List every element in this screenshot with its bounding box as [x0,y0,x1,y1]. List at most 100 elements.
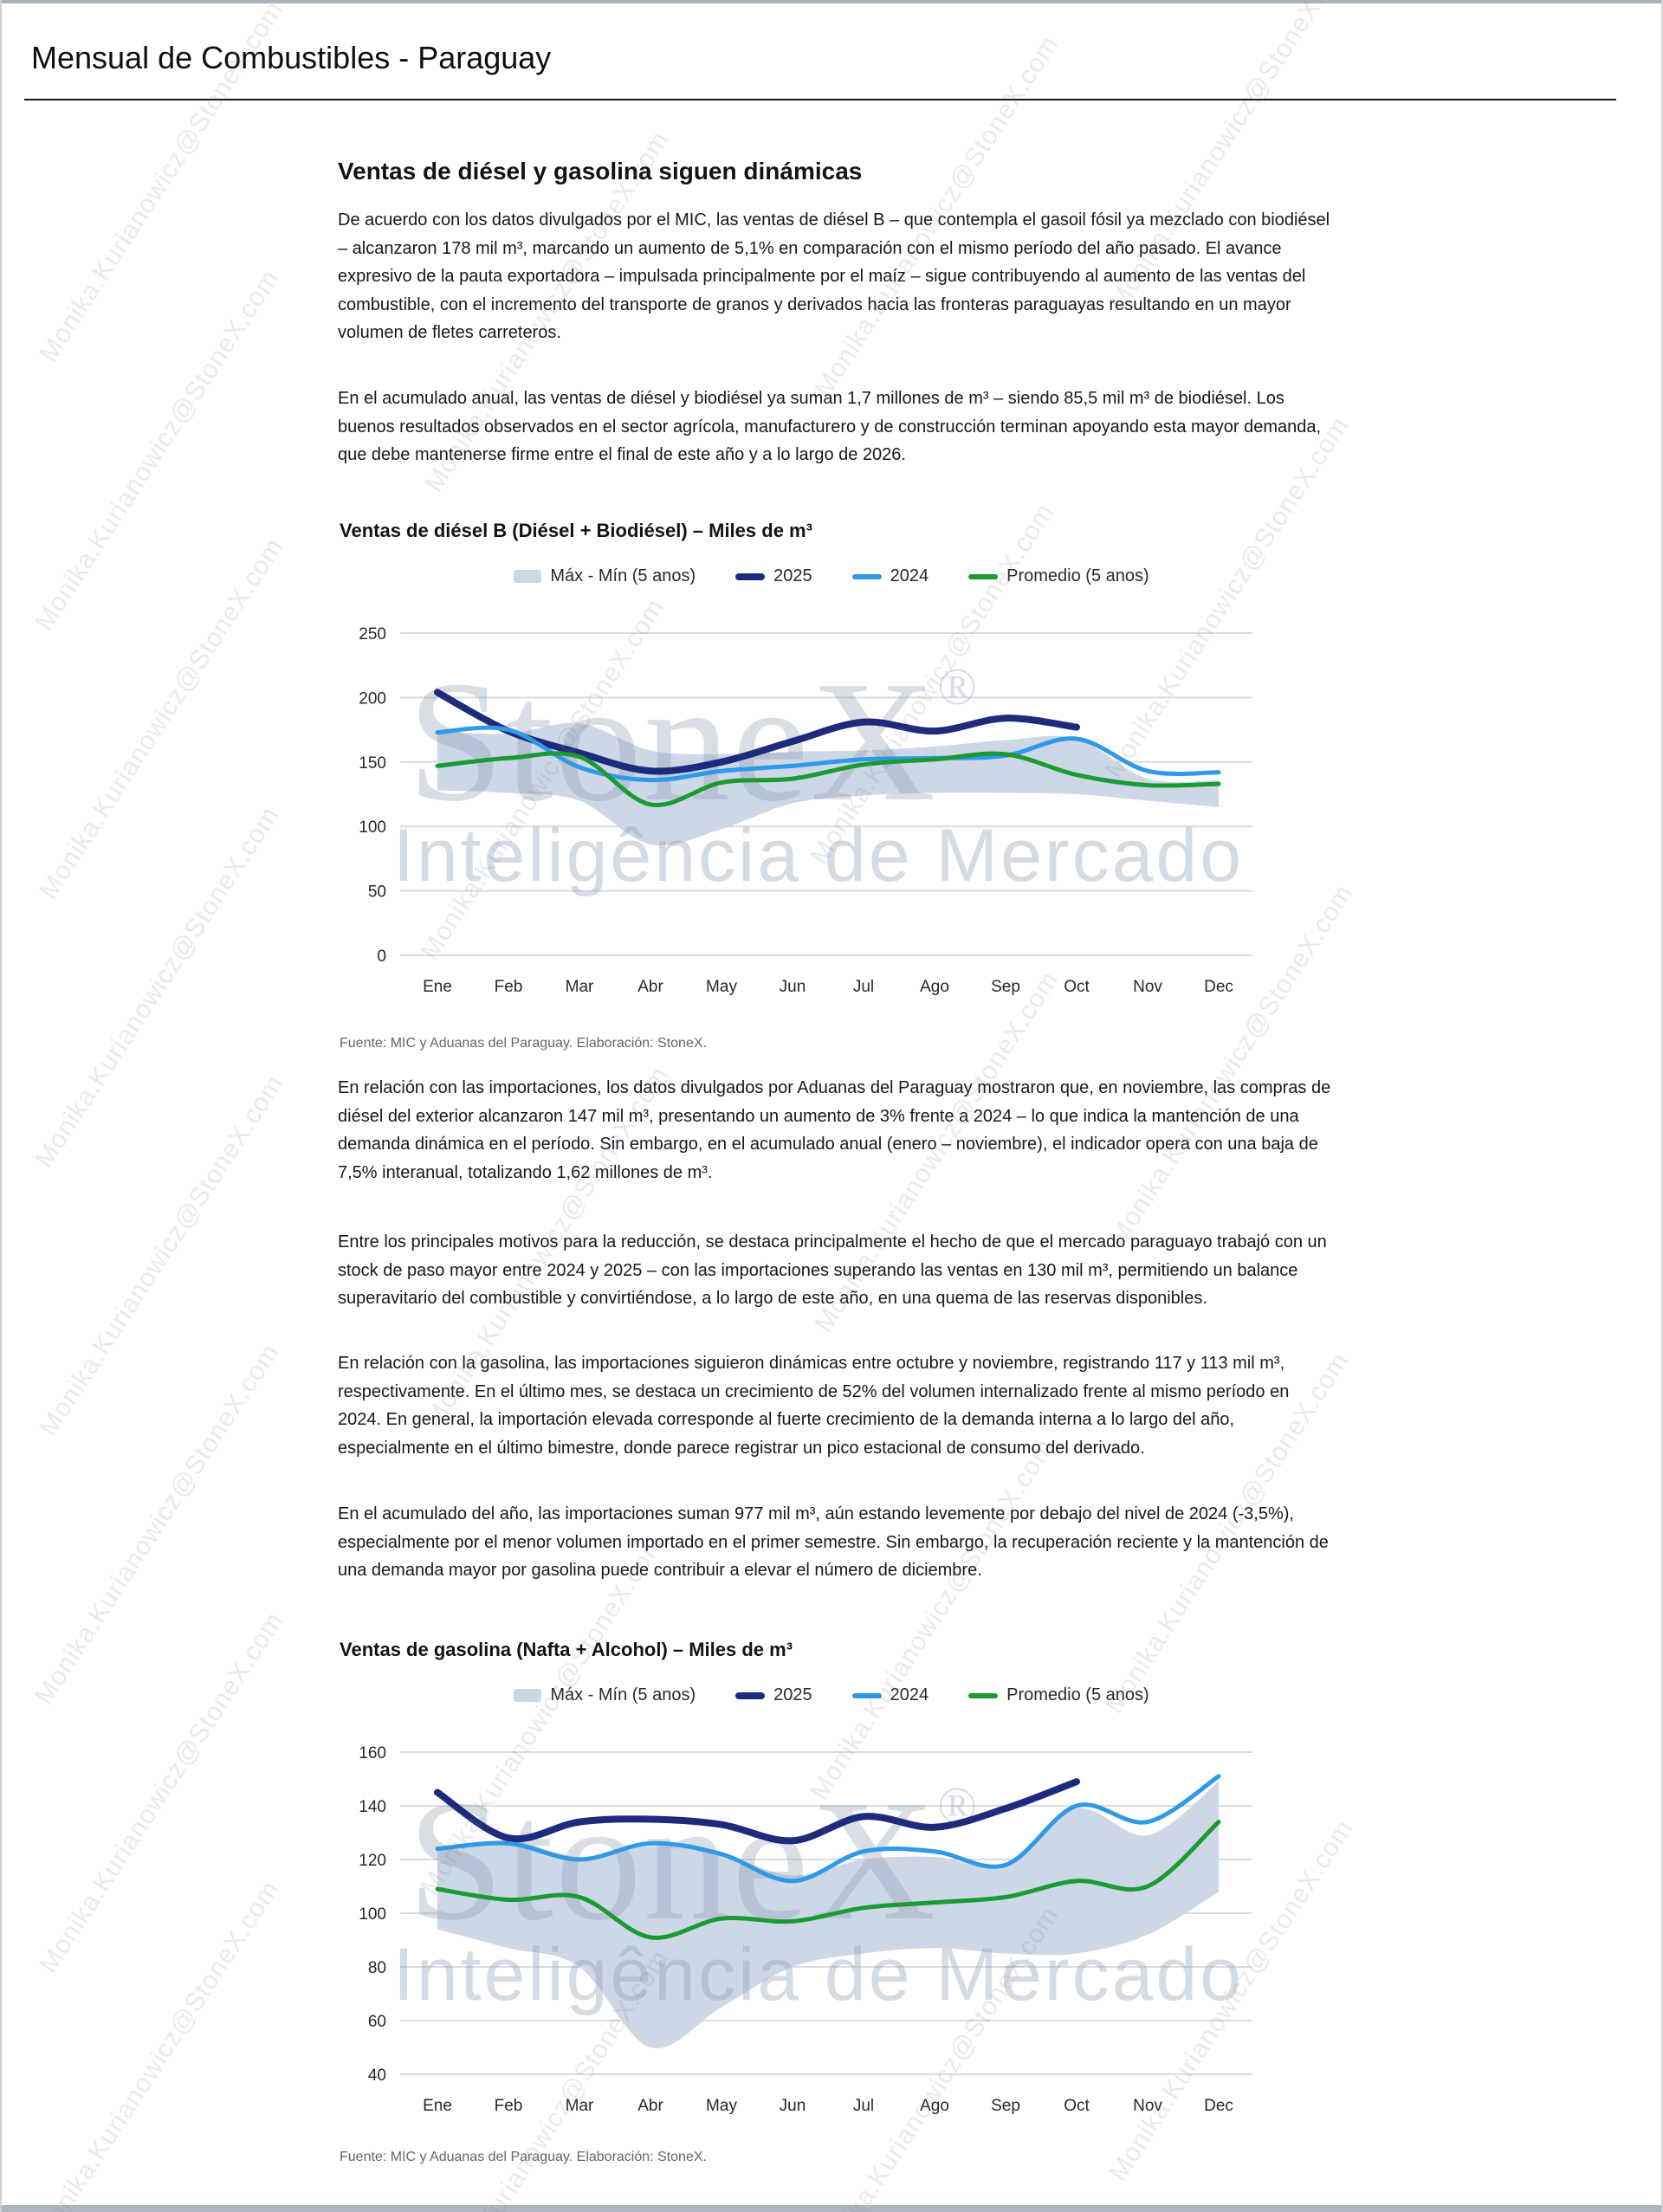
paragraph-gasoline-accumulated: En el acumulado del año, las importacion… [338,1504,1329,1580]
y-tick-label: 250 [359,625,386,644]
inteligencia-watermark: Inteligência de Mercado [393,1933,1244,2016]
page-top-edge [2,0,1661,3]
min-max-band [437,722,1219,846]
x-tick-label: Sep [991,978,1020,996]
x-tick-label: Mar [566,2097,594,2115]
y-tick-label: 60 [368,2013,386,2031]
y-tick-label: 40 [368,2066,386,2085]
series-line-2025 [434,1778,1080,1845]
x-tick-label: Nov [1133,978,1162,996]
legend-label: 2025 [773,566,812,585]
chart-title-diesel: Ventas de diésel B (Diésel + Biodiésel) … [340,520,812,541]
x-tick-label: Jun [780,978,806,996]
y-tick-label: 100 [359,818,386,837]
x-tick-label: Feb [495,2097,523,2115]
legend-swatch-Promedio (5 anos) [968,573,999,579]
x-tick-label: Ene [423,2097,452,2115]
x-tick-label: Sep [991,2097,1020,2115]
diesel-sales-figure: Ventas de diésel B (Diésel + Biodiésel) … [338,520,1332,1013]
legend-item-2025: 2025 [735,1685,812,1705]
title-divider [24,99,1616,100]
legend-swatch-2024 [851,1692,882,1698]
series-line-Promedio (5 anos) [435,1820,1221,1940]
email-watermark: Monika.Kurianowicz@StoneX.com [29,1338,285,1711]
page-bottom-edge [2,2205,1661,2212]
stonex-watermark: StoneX® [407,646,979,838]
y-tick-label: 150 [359,754,386,773]
legend-item-promedio-(5-anos): Promedio (5 anos) [968,1685,1149,1705]
legend-item-2024: 2024 [851,566,929,586]
legend-label: Máx - Mín (5 anos) [550,566,696,585]
chart-legend-gasoline: Máx - Mín (5 anos) 2025 2024 Promedio (5 an… [338,1685,1325,1705]
legend-label: 2024 [890,566,929,585]
email-watermark: Monika.Kurianowicz@StoneX.com [29,1875,285,2212]
source-note-gasoline: Fuente: MIC y Aduanas del Paraguay. Elab… [340,2150,707,2164]
email-watermark: Monika.Kurianowicz@StoneX.com [29,264,285,637]
legend-swatch-2025 [735,572,766,580]
paragraph-diesel-sales: De acuerdo con los datos divulgados por … [338,210,1330,342]
y-tick-label: 100 [359,1905,386,1924]
series-line-Promedio (5 anos) [435,751,1221,808]
series-line-2024 [435,1774,1221,1884]
x-tick-label: Mar [566,978,594,996]
x-tick-label: Ago [920,978,949,996]
x-tick-label: Jul [853,978,874,996]
legend-label: 2025 [773,1685,812,1704]
x-tick-label: Jul [853,2097,874,2115]
legend-item-2024: 2024 [851,1685,929,1705]
legend-swatch-2025 [735,1691,766,1699]
inteligencia-watermark: Inteligência de Mercado [393,814,1244,897]
paragraph-diesel-accumulated: En el acumulado anual, las ventas de dié… [338,389,1322,464]
legend-item-promedio-(5-anos): Promedio (5 anos) [968,566,1149,586]
page-title: Mensual de Combustibles - Paraguay [31,40,552,75]
email-watermark: Monika.Kurianowicz@StoneX.com [34,533,289,905]
x-tick-label: Abr [637,978,663,996]
x-tick-label: Nov [1133,2097,1162,2115]
legend-swatch-band [514,570,542,583]
x-tick-label: Dec [1204,978,1233,996]
legend-label: 2024 [890,1685,929,1704]
series-line-2025 [434,689,1080,775]
y-tick-label: 160 [359,1744,386,1762]
legend-label: Máx - Mín (5 anos) [550,1685,696,1704]
x-tick-label: Dec [1204,2097,1233,2115]
gasoline-sales-chart: 40 60 80 100 120 140 160 Ene Feb Mar Abr May Jun Jul A… [359,1744,1252,2115]
paragraph-gasoline-imports: En relación con la gasolina, las importa… [338,1354,1290,1458]
email-watermark: Monika.Kurianowicz@StoneX.com [34,1607,289,1979]
legend-item-band: Máx - Mín (5 anos) [514,1685,696,1705]
legend-item-band: Máx - Mín (5 anos) [514,566,696,586]
y-tick-label: 120 [359,1852,386,1870]
x-tick-label: Ene [423,978,452,996]
paragraph-diesel-imports: En relación con las importaciones, los d… [338,1078,1331,1182]
x-tick-label: Oct [1064,978,1090,996]
paragraph-reduction-reasons: Entre los principales motivos para la re… [338,1232,1327,1308]
x-tick-label: Abr [637,2097,663,2115]
x-tick-label: May [706,978,737,996]
x-tick-label: Jun [780,2097,806,2115]
stonex-watermark: StoneX® [407,1765,979,1957]
chart-title-gasoline: Ventas de gasolina (Nafta + Alcohol) – M… [340,1639,793,1660]
legend-label: Promedio (5 anos) [1006,1685,1149,1704]
y-tick-label: 50 [368,883,386,902]
gasoline-sales-figure: Ventas de gasolina (Nafta + Alcohol) – M… [338,1639,1332,2132]
chart-legend-diesel: Máx - Mín (5 anos) 2025 2024 Promedio (5 an… [338,566,1325,586]
email-watermark: Monika.Kurianowicz@StoneX.com [29,801,285,1174]
x-tick-label: Ago [920,2097,949,2115]
x-tick-label: Oct [1064,2097,1090,2115]
series-line-2024 [435,725,1221,783]
x-tick-label: Feb [495,978,523,996]
legend-swatch-2024 [851,573,882,579]
legend-label: Promedio (5 anos) [1006,566,1149,585]
x-tick-label: May [706,2097,737,2115]
y-tick-label: 140 [359,1798,386,1816]
section-heading: Ventas de diésel y gasolina siguen dinám… [338,158,863,184]
legend-item-2025: 2025 [735,566,812,586]
email-watermark: Monika.Kurianowicz@StoneX.com [34,1070,289,1442]
legend-swatch-band [514,1689,542,1702]
y-tick-label: 0 [377,948,386,966]
y-tick-label: 200 [359,689,386,708]
y-tick-label: 80 [368,1959,386,1977]
legend-swatch-Promedio (5 anos) [968,1692,999,1698]
source-note-diesel: Fuente: MIC y Aduanas del Paraguay. Elab… [340,1036,707,1051]
